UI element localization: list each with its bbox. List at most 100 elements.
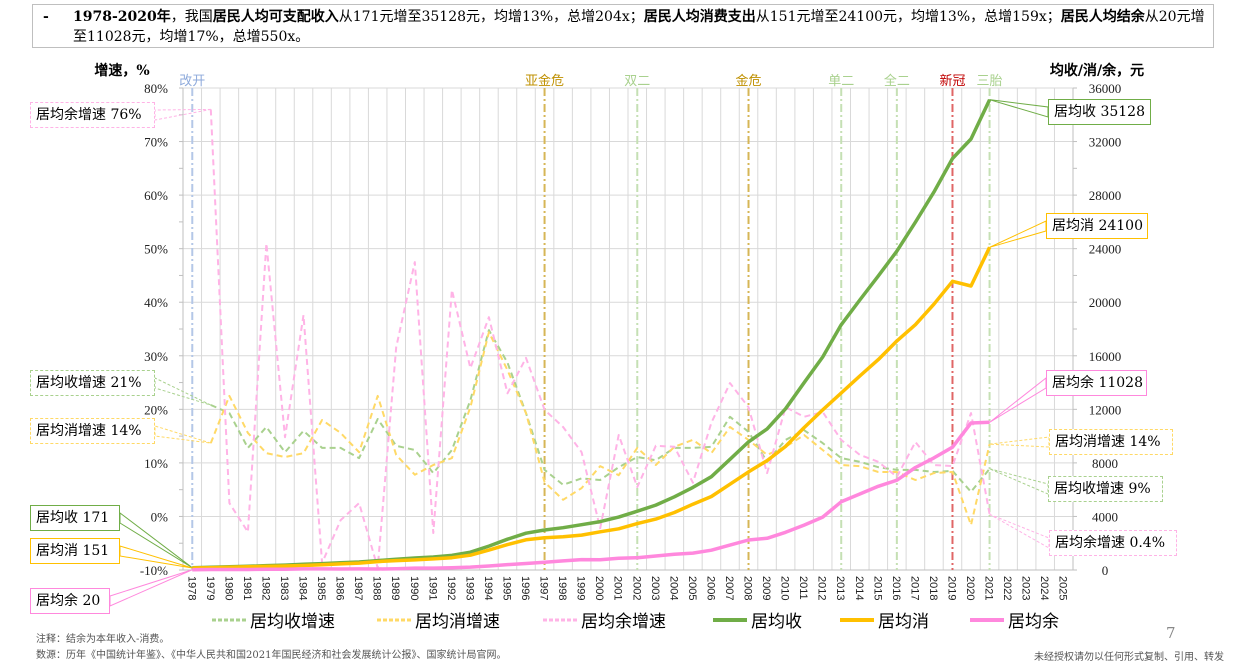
- x-tick-label: 2014: [853, 576, 865, 600]
- x-tick-label: 1997: [538, 576, 550, 600]
- callout-left-saving_growth: 居均余增速 76%: [30, 102, 155, 128]
- x-tick-label: 2004: [667, 576, 679, 600]
- x-tick-label: 2000: [593, 576, 605, 600]
- copyright-notice: 未经授权请勿以任何形式复制、引用、转发: [1034, 652, 1224, 663]
- right-tick-label: 0: [1102, 563, 1109, 578]
- x-tick-label: 1983: [278, 576, 290, 600]
- x-tick-label: 1995: [500, 576, 512, 600]
- x-tick-label: 2019: [945, 576, 957, 600]
- page-number: 7: [1166, 624, 1176, 642]
- right-tick-label: 24000: [1089, 242, 1122, 257]
- x-tick-label: 1985: [315, 576, 327, 600]
- x-tick-label: 1991: [426, 576, 438, 600]
- x-tick-label: 2012: [816, 576, 828, 600]
- callout-left-consume_growth: 居均消增速 14%: [30, 418, 155, 444]
- series-line-income_growth: [210, 329, 991, 493]
- left-tick-label: 70%: [144, 135, 168, 150]
- x-tick-label: 1998: [556, 576, 568, 600]
- x-tick-label: 2020: [964, 576, 976, 600]
- event-label: 全二: [884, 73, 910, 89]
- right-tick-label: 20000: [1089, 295, 1122, 310]
- right-tick-label: 16000: [1089, 349, 1122, 364]
- x-tick-label: 1979: [204, 576, 216, 600]
- callout-leader: [119, 511, 193, 569]
- right-tick-label: 8000: [1092, 456, 1118, 471]
- event-label: 亚金危: [525, 73, 564, 89]
- x-tick-label: 2018: [927, 576, 939, 600]
- left-axis-title: 增速，%: [94, 62, 149, 79]
- callout-right-saving: 居均余 11028: [1046, 370, 1147, 396]
- left-tick-label: 10%: [144, 456, 168, 471]
- x-tick-label: 1989: [389, 576, 401, 600]
- callout-right-saving_growth: 居均余增速 0.4%: [1049, 530, 1177, 556]
- callout-left-income_growth: 居均收增速 21%: [30, 370, 155, 396]
- callout-leader: [989, 468, 1049, 495]
- left-tick-label: 20%: [144, 402, 168, 417]
- summary-part: 1978-2020年: [73, 9, 171, 25]
- right-tick-label: 36000: [1089, 81, 1122, 96]
- callout-leader: [989, 513, 1050, 549]
- x-tick-label: 2010: [779, 576, 791, 600]
- legend-label: 居均消: [878, 612, 929, 632]
- left-tick-label: 60%: [144, 188, 168, 203]
- x-tick-label: 2003: [649, 576, 661, 600]
- summary-part: 居民人均消费支出: [643, 9, 756, 25]
- event-label: 三胎: [977, 74, 1003, 89]
- summary-text: 1978-2020年，我国居民人均可支配收入从171元增至35128元，均增13…: [73, 9, 1205, 45]
- summary-part: 居民人均可支配收入: [212, 9, 339, 25]
- summary-part: 从171元增至35128元，均增13%，总增204x；: [338, 9, 644, 25]
- legend-label: 居均余增速: [581, 612, 666, 632]
- x-tick-label: 2023: [1020, 576, 1032, 600]
- x-tick-label: 2016: [890, 576, 902, 600]
- legend-label: 居均收: [751, 612, 802, 632]
- callout-leader: [989, 99, 1049, 118]
- right-tick-label: 32000: [1089, 135, 1122, 150]
- right-tick-label: 28000: [1089, 188, 1122, 203]
- x-tick-label: 2024: [1038, 576, 1050, 600]
- left-tick-label: 40%: [144, 295, 168, 310]
- callout-left-consume: 居均消 151: [30, 538, 120, 564]
- x-tick-label: 1982: [259, 576, 271, 600]
- callout-leader: [109, 569, 193, 607]
- x-tick-label: 2001: [612, 576, 624, 600]
- x-tick-label: 1990: [408, 576, 420, 600]
- footnote-note: 注释：结余为本年收入-消费。: [36, 634, 170, 645]
- right-tick-label: 12000: [1089, 402, 1122, 417]
- callout-right-consume_growth: 居均消增速 14%: [1049, 429, 1173, 455]
- series-line-saving: [192, 420, 990, 572]
- right-axis-title: 均收/消/余，元: [1050, 62, 1144, 79]
- event-label: 双二: [624, 74, 650, 89]
- x-tick-label: 2025: [1057, 576, 1069, 600]
- bullet: -: [43, 9, 49, 25]
- series-line-consume_growth: [209, 331, 991, 526]
- legend-label: 居均余: [1008, 612, 1059, 632]
- x-tick-label: 1993: [463, 576, 475, 600]
- x-tick-label: 2011: [797, 576, 809, 600]
- callout-leader: [154, 425, 211, 444]
- x-tick-label: 2015: [871, 576, 883, 600]
- x-tick-label: 1986: [334, 576, 346, 600]
- callout-left-saving: 居均余 20: [30, 588, 110, 614]
- x-tick-label: 1981: [241, 576, 253, 600]
- summary-part: ，我国: [170, 9, 213, 25]
- event-label: 金危: [736, 73, 762, 89]
- summary-part: 从20元增至11028元，均增17%，总增550x。: [73, 9, 1205, 45]
- x-tick-label: 2021: [983, 576, 995, 600]
- x-tick-label: 1994: [482, 576, 494, 600]
- x-tick-label: 1980: [222, 576, 234, 600]
- summary-box: - 1978-2020年，我国居民人均可支配收入从171元增至35128元，均增…: [32, 4, 1214, 48]
- event-label: 新冠: [939, 73, 965, 89]
- legend-label: 居均收增速: [250, 612, 335, 632]
- x-tick-label: 1996: [519, 576, 531, 600]
- event-label: 改开: [179, 74, 205, 89]
- callout-leader: [119, 545, 193, 569]
- left-tick-label: 30%: [144, 349, 168, 364]
- series-line-consume: [192, 246, 992, 570]
- callout-leader: [154, 377, 212, 406]
- x-tick-label: 2007: [723, 576, 735, 600]
- callout-right-income_growth: 居均收增速 9%: [1048, 476, 1163, 502]
- x-tick-label: 2009: [760, 576, 772, 600]
- x-tick-label: 1999: [575, 576, 587, 600]
- summary-part: 居民人均结余: [1060, 9, 1145, 25]
